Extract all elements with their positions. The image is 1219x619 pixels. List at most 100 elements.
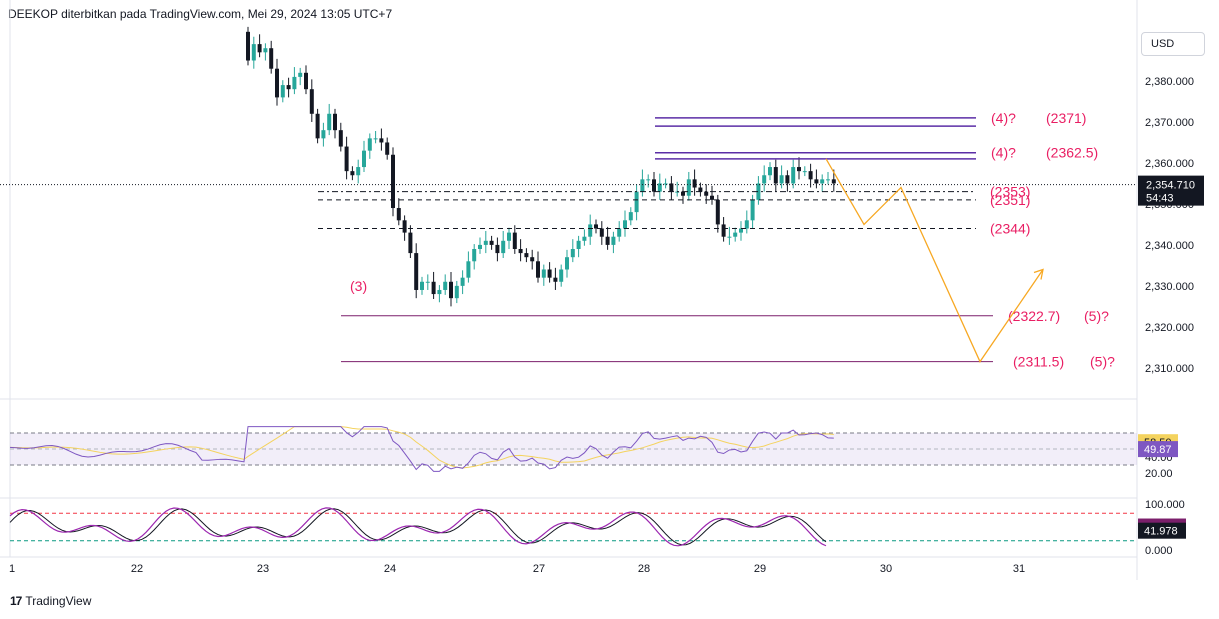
tradingview-logo-icon: 17 xyxy=(10,594,22,608)
candle-body xyxy=(257,44,262,53)
price-axis-tick: 2,330.000 xyxy=(1145,281,1194,293)
stoch-d-line xyxy=(9,508,827,546)
wave-label: (4)? xyxy=(991,145,1016,161)
candle-body xyxy=(756,183,761,200)
level-label: (2351) xyxy=(990,192,1030,208)
candle-body xyxy=(686,179,691,196)
candle-body xyxy=(814,179,819,184)
candle-body xyxy=(269,48,274,69)
tradingview-name: TradingView xyxy=(25,594,92,608)
candle-body xyxy=(599,228,604,237)
time-axis-tick: 31 xyxy=(1013,563,1025,575)
time-axis-tick: 22 xyxy=(131,563,143,575)
candle-body xyxy=(263,48,268,53)
candle-body xyxy=(298,72,303,77)
candle-body xyxy=(449,281,453,299)
rsi-badge-label: 49.87 xyxy=(1144,444,1172,456)
candle-body xyxy=(808,171,813,180)
rsi-axis-tick: 20.00 xyxy=(1145,468,1173,480)
candle-body xyxy=(344,146,349,172)
level-label: (2362.5) xyxy=(1046,145,1098,161)
candle-body xyxy=(750,199,755,221)
candle-body xyxy=(292,76,297,90)
time-axis-tick: 30 xyxy=(880,563,892,575)
candle-body xyxy=(727,236,732,238)
candle-body xyxy=(582,236,587,241)
candle-body xyxy=(286,85,291,90)
tradingview-logo[interactable]: 17 TradingView xyxy=(10,594,91,608)
rsi-badge xyxy=(1138,441,1178,458)
candle-body xyxy=(309,89,314,114)
candle-body xyxy=(733,232,738,237)
candle-body xyxy=(246,31,250,61)
level-label: (2311.5) xyxy=(1013,354,1064,370)
candle-body xyxy=(565,257,569,270)
candle-body xyxy=(773,167,778,184)
projection-path xyxy=(825,158,1044,363)
level-label: (2353) xyxy=(990,184,1030,200)
candle-body xyxy=(489,240,494,245)
candle-body xyxy=(826,179,830,181)
wave-label: (5)? xyxy=(1084,308,1109,324)
stoch-badge xyxy=(1138,522,1186,539)
wave-label: (3) xyxy=(350,278,367,294)
stoch-k-line xyxy=(9,507,827,547)
level-label: (2371) xyxy=(1046,110,1086,126)
candle-body xyxy=(425,281,430,283)
candle-body xyxy=(762,175,767,184)
candle-body xyxy=(617,228,622,237)
candle-body xyxy=(304,72,308,90)
candle-body xyxy=(576,240,581,249)
candle-body xyxy=(768,167,772,176)
candle-body xyxy=(437,289,442,295)
candle-body xyxy=(507,232,511,241)
candle-body xyxy=(553,277,558,282)
chart-header: DEEKOP diterbitkan pada TradingView.com,… xyxy=(8,7,393,21)
candle-body xyxy=(501,240,506,254)
candle-body xyxy=(570,248,575,258)
bar-countdown-label: 54:43 xyxy=(1146,193,1174,205)
candle-body xyxy=(715,199,720,225)
candle-body xyxy=(721,224,726,237)
stoch-axis-tick: 100.000 xyxy=(1145,499,1185,511)
last-price-badge xyxy=(1138,175,1204,206)
candle-body xyxy=(472,248,477,262)
level-label: (2344) xyxy=(990,221,1030,237)
candle-body xyxy=(454,285,459,299)
candle-body xyxy=(443,281,448,290)
candle-body xyxy=(820,179,825,184)
candle-body xyxy=(373,138,378,140)
candle-body xyxy=(628,212,633,221)
candle-body xyxy=(385,142,390,155)
candle-body xyxy=(739,228,743,233)
candle-body xyxy=(280,85,285,98)
candle-body xyxy=(420,281,424,290)
candle-body xyxy=(327,113,332,131)
candle-body xyxy=(652,179,656,192)
time-axis-tick: 27 xyxy=(533,563,545,575)
projection-arrowhead xyxy=(1033,268,1044,280)
candle-body xyxy=(547,269,552,278)
candle-body xyxy=(831,179,836,184)
candle-body xyxy=(646,179,651,181)
candle-body xyxy=(251,44,256,61)
candle-body xyxy=(431,281,436,295)
candle-body xyxy=(541,269,546,278)
candle-body xyxy=(785,175,790,184)
candle-body xyxy=(605,236,610,245)
candle-body xyxy=(414,253,419,290)
currency-button[interactable]: USD xyxy=(1141,32,1205,56)
candle-body xyxy=(315,113,320,139)
candle-body xyxy=(634,191,639,213)
time-axis-tick: 28 xyxy=(638,563,650,575)
candle-body xyxy=(402,220,407,233)
candle-body xyxy=(663,183,668,185)
candle-body xyxy=(623,220,627,229)
candle-body xyxy=(478,244,482,249)
price-axis-tick: 2,310.000 xyxy=(1145,363,1194,375)
time-axis-tick: 1 xyxy=(9,563,15,575)
wave-label: (4)? xyxy=(991,110,1016,126)
rsi-line xyxy=(9,426,834,472)
price-axis-tick: 2,360.000 xyxy=(1145,158,1194,170)
